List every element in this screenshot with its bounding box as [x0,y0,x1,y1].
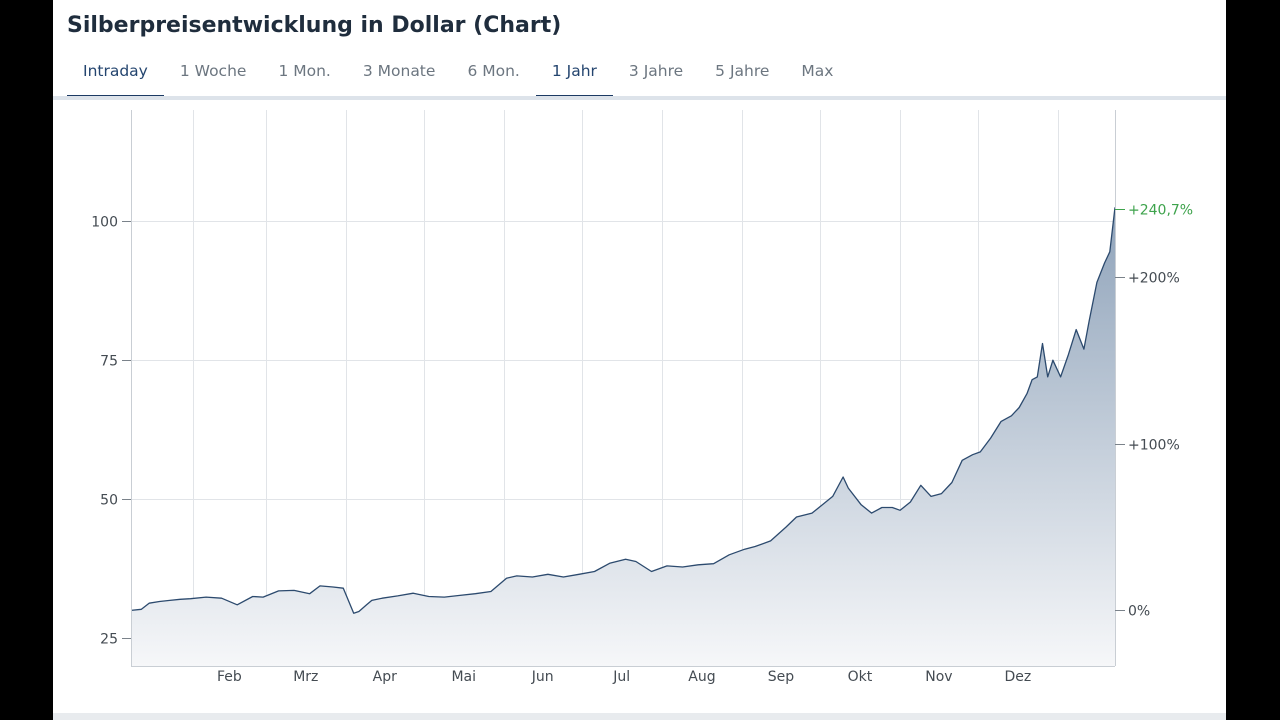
x-tick-label: Mai [451,669,476,685]
x-tick-label: Sep [768,669,795,685]
tab-1-woche[interactable]: 1 Woche [179,62,247,80]
tab-6-mon[interactable]: 6 Mon. [467,62,520,80]
tab-max[interactable]: Max [801,62,834,80]
price-chart: 25 50 75 100 Feb Mrz Apr Mai Jun Jul Aug Sep Okt Nov D… [91,110,1193,686]
x-tick-label: Dez [1005,669,1032,685]
price-area [131,207,1115,667]
y-tick-label: 50 [100,493,118,509]
y-tick-label: 75 [100,354,118,370]
x-tick-label: Mrz [293,669,318,685]
y-tick-label: 25 [100,632,118,648]
last-value-label: +240,7% [1128,203,1193,219]
tab-3-jahre[interactable]: 3 Jahre [628,62,684,80]
y-tick-label: 100 [91,215,118,231]
axes [122,110,1125,667]
percent-tick-label: +100% [1128,438,1180,454]
chart-panel: Silberpreisentwicklung in Dollar (Chart)… [53,0,1226,720]
x-tick-label: Jun [531,669,554,685]
area-layer [130,207,1116,667]
percent-tick-label: +200% [1128,271,1180,287]
footer-strip [53,713,1226,720]
x-tick-label: Feb [217,669,242,685]
timeframe-tabs: Intraday 1 Woche 1 Mon. 3 Monate 6 Mon. … [67,56,849,101]
x-tick-label: Aug [688,669,715,685]
tab-3-monate[interactable]: 3 Monate [362,62,436,80]
x-tick-label: Apr [373,669,397,685]
price-line [130,207,1116,614]
tab-5-jahre[interactable]: 5 Jahre [715,62,770,80]
tab-1-mon[interactable]: 1 Mon. [278,62,331,80]
tab-divider [53,96,1226,100]
x-tick-label: Jul [612,669,630,685]
x-tick-label: Okt [848,669,873,685]
page-title: Silberpreisentwicklung in Dollar (Chart) [67,13,562,38]
percent-tick-label: 0% [1128,604,1150,620]
axis-labels: 25 50 75 100 Feb Mrz Apr Mai Jun Jul Aug Sep Okt Nov D… [91,203,1193,686]
x-tick-label: Nov [925,669,952,685]
